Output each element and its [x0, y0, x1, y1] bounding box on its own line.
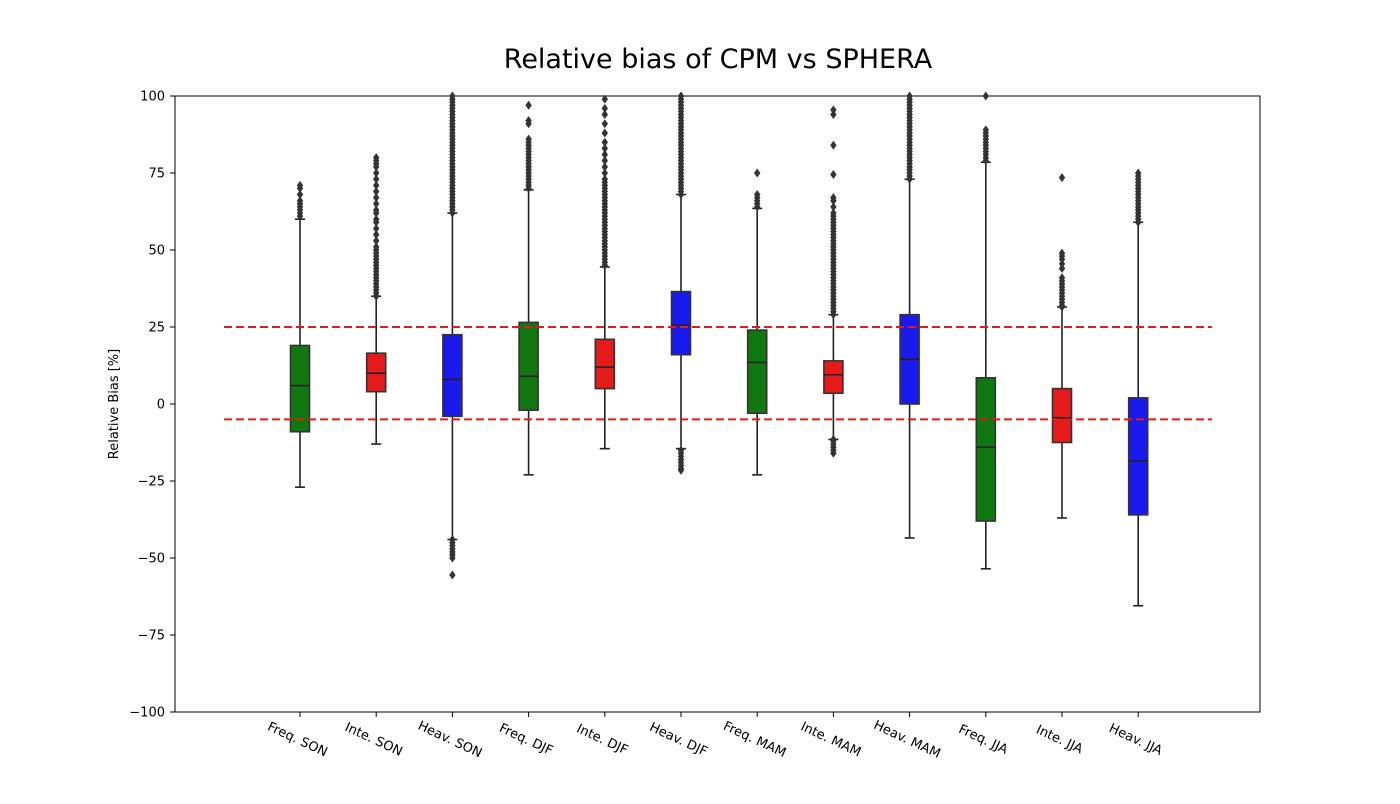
y-axis-label: Relative Bias [%] — [107, 349, 122, 459]
outlier-point — [830, 170, 837, 180]
outlier-point — [601, 150, 608, 160]
x-tick-label: Heav. SON — [415, 719, 484, 762]
x-tick-label: Freq. DJF — [497, 721, 555, 759]
outlier-point — [296, 196, 304, 206]
outlier-point — [906, 91, 913, 101]
outlier-point — [677, 465, 685, 475]
outlier-point — [830, 105, 837, 115]
outlier-point — [830, 193, 837, 203]
outlier-point — [830, 202, 837, 212]
y-tick-label: 100 — [140, 90, 165, 105]
outlier-point — [601, 119, 608, 129]
outlier-point — [601, 168, 608, 178]
x-tick-label: Inte. MAM — [798, 719, 863, 760]
box-body — [823, 360, 844, 395]
outlier-point — [601, 156, 608, 166]
outlier-point — [296, 190, 304, 200]
outlier-point — [1058, 259, 1066, 269]
plot-area: −100 −75 −50 −25 0 25 50 75 100 Freq. SON Inte. SO… — [129, 90, 1261, 762]
outlier-point — [601, 162, 608, 172]
x-tick-label: Freq. SON — [265, 720, 330, 761]
box-body — [518, 321, 539, 411]
box-body — [289, 344, 311, 433]
outlier-point — [525, 134, 532, 144]
x-tick-label: Heav. MAM — [871, 718, 943, 762]
x-tick-label: Inte. SON — [342, 720, 404, 760]
outlier-point — [373, 236, 380, 246]
outlier-point — [373, 223, 380, 233]
y-tick-label: 0 — [157, 398, 165, 413]
outlier-point — [982, 91, 989, 101]
outlier-point — [677, 91, 685, 101]
x-tick-label: Heav. DJF — [647, 720, 710, 760]
outlier-point — [296, 180, 304, 190]
outlier-point — [830, 140, 837, 150]
outlier-point — [830, 448, 837, 458]
y-tick-label: −50 — [138, 552, 165, 567]
box-body — [1051, 387, 1073, 444]
outlier-point — [373, 174, 380, 184]
box-body — [1127, 397, 1149, 516]
outlier-point — [449, 553, 456, 563]
x-tick-label: Freq. JJA — [956, 722, 1010, 758]
outlier-point — [601, 174, 608, 184]
outlier-point — [601, 128, 608, 138]
y-tick-label: 50 — [148, 244, 165, 259]
chart-title: Relative bias of CPM vs SPHERA — [504, 44, 933, 75]
outlier-point — [1058, 173, 1066, 183]
outlier-point — [449, 91, 456, 101]
outlier-point — [601, 143, 608, 153]
outlier-point — [830, 109, 837, 119]
x-tick-label: Inte. DJF — [574, 722, 630, 759]
outlier-point — [1058, 248, 1066, 258]
outlier-point — [373, 242, 380, 252]
outlier-point — [373, 186, 380, 196]
axes-frame — [174, 95, 1261, 713]
outlier-point — [601, 109, 608, 119]
outlier-point — [373, 214, 380, 224]
box-body — [975, 377, 997, 522]
outlier-point — [449, 570, 456, 580]
outlier-point — [373, 180, 380, 190]
y-tick-label: −75 — [138, 629, 165, 644]
outlier-point — [373, 230, 380, 240]
outlier-point — [525, 100, 532, 110]
outlier-point — [373, 153, 380, 163]
box-body — [746, 329, 768, 415]
outlier-point — [601, 94, 608, 104]
outlier-point — [830, 208, 837, 218]
x-tick-label: Freq. MAM — [721, 719, 788, 761]
outlier-point — [1058, 273, 1066, 283]
outlier-point — [1135, 168, 1142, 178]
y-tick-label: −25 — [138, 475, 165, 490]
y-tick-label: −100 — [129, 706, 165, 721]
outlier-point — [601, 103, 608, 113]
y-tick-label: 25 — [148, 321, 165, 336]
outlier-point — [373, 193, 380, 203]
box-body — [442, 333, 463, 418]
outlier-point — [982, 125, 989, 135]
outlier-point — [754, 168, 761, 178]
x-tick-label: Heav. JJA — [1106, 721, 1164, 759]
box-body — [594, 338, 616, 390]
outlier-point — [373, 168, 380, 178]
outlier-point — [525, 116, 532, 126]
outlier-point — [601, 137, 608, 147]
outlier-point — [1058, 263, 1066, 273]
outlier-point — [373, 205, 380, 215]
x-tick-label: Inte. JJA — [1034, 723, 1086, 758]
box-body — [670, 290, 692, 356]
outlier-point — [754, 190, 761, 200]
y-tick-label: 75 — [148, 167, 165, 182]
outlier-point — [373, 199, 380, 209]
